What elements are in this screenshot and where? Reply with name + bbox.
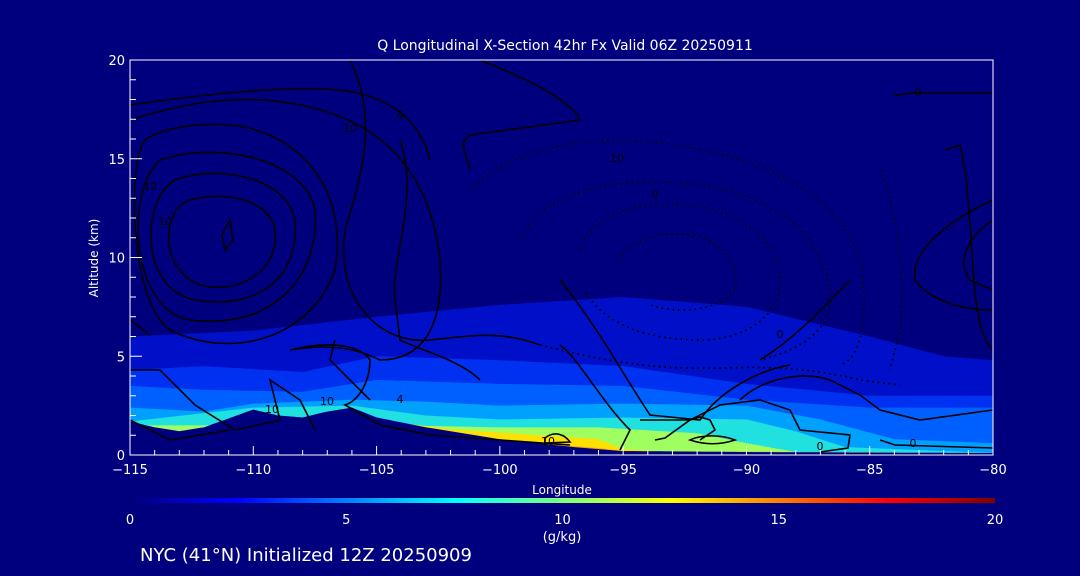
terrain xyxy=(130,407,993,455)
contour-line xyxy=(963,219,993,291)
contour-label: 0 xyxy=(915,86,922,99)
x-tick-label: −105 xyxy=(359,463,395,478)
y-axis: 0 5 10 15 20 xyxy=(108,54,142,464)
y-tick-label: 10 xyxy=(108,252,125,267)
contour-label: 10 xyxy=(610,152,624,165)
contour-line xyxy=(137,151,317,323)
contour-line xyxy=(544,433,572,444)
contour-label: 4 xyxy=(397,109,404,122)
contour-line xyxy=(221,217,234,252)
x-tick-label: −110 xyxy=(235,463,271,478)
x-tick-label: −115 xyxy=(112,463,148,478)
chart-title: Q Longitudinal X-Section 42hr Fx Valid 0… xyxy=(377,38,753,54)
contour-line xyxy=(329,339,371,401)
contour-label: 0 xyxy=(652,188,659,201)
contour-label: 4 xyxy=(397,393,404,406)
contour-line xyxy=(150,172,297,303)
contour-line xyxy=(133,123,339,345)
contour-line xyxy=(289,344,571,446)
x-axis-label: Longitude xyxy=(532,483,592,497)
colorbar-label: (g/kg) xyxy=(543,530,582,545)
contour-line xyxy=(393,139,481,381)
colorbar-tick-label: 20 xyxy=(987,513,1004,528)
contour-line xyxy=(739,375,993,421)
x-tick-label: −90 xyxy=(733,463,760,478)
x-axis: −115 −110 −105 −100 −95 −90 −85 −80 xyxy=(112,446,1007,478)
colorbar-tick-label: 5 xyxy=(342,513,350,528)
y-tick-label: 5 xyxy=(117,350,125,365)
contour-line xyxy=(654,416,717,441)
contour-label: 0 xyxy=(777,328,784,341)
contour-label: 10 xyxy=(143,180,157,193)
contour-line-negative xyxy=(519,181,832,361)
contour-label: 10 xyxy=(265,403,279,416)
x-tick-label: −95 xyxy=(609,463,636,478)
contour-line xyxy=(130,419,231,441)
colorbar-ticks: 0 5 10 15 20 xyxy=(126,513,1003,528)
y-tick-label: 20 xyxy=(108,54,125,69)
fill-level-11 xyxy=(130,407,993,454)
contour-line-negative xyxy=(879,169,903,371)
x-tick-label: −85 xyxy=(856,463,883,478)
y-axis-label: Altitude (km) xyxy=(87,219,101,298)
contour-line xyxy=(913,199,993,311)
contour-label: 0 xyxy=(817,440,824,453)
footer-text: NYC (41°N) Initialized 12Z 20250909 xyxy=(140,545,472,566)
colorbar-tick-label: 10 xyxy=(554,513,571,528)
colorbar-tick-label: 0 xyxy=(126,513,134,528)
contour-line xyxy=(879,439,993,449)
contour-line xyxy=(892,92,993,96)
contour-line xyxy=(640,399,851,453)
contour-line xyxy=(687,435,738,445)
contour-line xyxy=(167,195,277,288)
contour-lines: 10 10 10 4 10 0 0 0 0 0 4 10 10 10 xyxy=(130,60,993,453)
moisture-fill xyxy=(130,297,993,455)
contour-line xyxy=(944,143,993,351)
contour-line xyxy=(130,369,316,431)
y-tick-label: 15 xyxy=(108,153,125,168)
contour-label: 10 xyxy=(158,215,172,228)
contour-line-negative xyxy=(469,139,865,366)
y-tick-label: 0 xyxy=(117,449,125,464)
contour-line xyxy=(759,279,851,361)
x-tick-label: −100 xyxy=(482,463,518,478)
contour-label: 0 xyxy=(910,437,917,450)
contour-line xyxy=(130,88,431,161)
contour-line xyxy=(342,60,541,346)
contour-line xyxy=(559,279,791,421)
contour-line xyxy=(462,60,582,171)
contour-label: 10 xyxy=(541,435,555,448)
contour-line xyxy=(130,98,442,361)
colorbar-tick-label: 15 xyxy=(770,513,787,528)
contour-label: 10 xyxy=(320,395,334,408)
contour-line-negative xyxy=(579,203,781,341)
contour-line xyxy=(130,319,151,336)
contour-label: 10 xyxy=(343,122,357,135)
colorbar xyxy=(130,498,995,503)
contour-line-negative xyxy=(539,344,901,386)
x-tick-label: −80 xyxy=(979,463,1006,478)
